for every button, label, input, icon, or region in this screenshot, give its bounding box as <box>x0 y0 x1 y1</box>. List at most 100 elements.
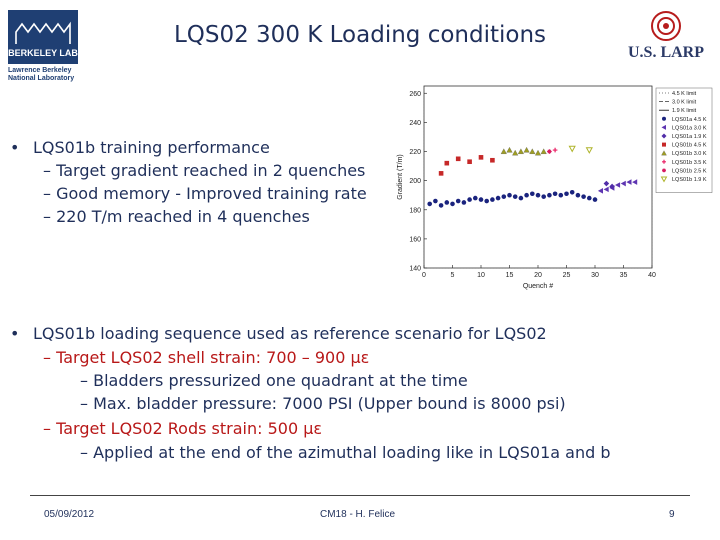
data-point <box>615 182 621 188</box>
data-point <box>438 203 444 208</box>
logo-left-subtitle: Lawrence Berkeley National Laboratory <box>8 67 98 83</box>
data-point <box>517 148 524 154</box>
legend-label: LQS01a 4.5 K <box>672 117 707 123</box>
data-point <box>444 200 450 205</box>
bullet-1-1: – Target gradient reached in 2 quenches <box>43 161 366 180</box>
data-point <box>495 195 501 201</box>
legend-label: LQS01a 3.0 K <box>672 125 707 131</box>
data-point <box>569 189 575 195</box>
data-point <box>597 188 603 194</box>
legend-label: LQS01b 3.0 K <box>672 151 707 157</box>
data-point <box>529 148 536 154</box>
data-point <box>507 192 512 198</box>
logo-left-sub2: National Laboratory <box>8 75 75 82</box>
bullet-1-2: – Good memory - Improved training rate <box>43 184 367 203</box>
data-point <box>620 180 626 187</box>
plot-frame <box>423 85 653 269</box>
chart-points <box>427 145 638 208</box>
logo-left-sub1: Lawrence Berkeley <box>8 67 72 74</box>
data-point <box>552 147 558 153</box>
data-point <box>558 192 564 198</box>
data-point <box>478 155 484 160</box>
data-point <box>523 146 530 153</box>
x-tick-label: 30 <box>591 272 599 279</box>
data-point <box>609 183 615 190</box>
bullet-2-1-2: – Max. bladder pressure: 7000 PSI (Upper… <box>80 394 566 413</box>
data-point <box>592 197 598 202</box>
data-point <box>564 191 569 197</box>
data-point <box>535 192 541 198</box>
data-point <box>524 192 529 198</box>
data-point <box>603 186 609 193</box>
data-point <box>461 200 467 205</box>
data-point <box>478 197 484 202</box>
bullet-2-2-1: – Applied at the end of the azimuthal lo… <box>80 443 611 462</box>
chart-axes: 0 5 10 15 20 25 30 35 40 140 160 180 200 220 240 260 Que… <box>397 85 656 290</box>
legend-marker <box>661 124 666 130</box>
bullet-1: LQS01b training performance <box>33 138 270 157</box>
legend-marker <box>662 159 666 164</box>
legend-marker <box>661 150 667 156</box>
data-point <box>467 197 472 202</box>
x-tick-label: 40 <box>648 272 656 279</box>
data-point <box>473 195 478 201</box>
legend-label: LQS01b 3.5 K <box>672 160 707 166</box>
legend-box <box>655 87 713 193</box>
x-tick-label: 20 <box>534 272 542 279</box>
data-point <box>585 147 593 154</box>
legend-label: LQS01a 1.9 K <box>672 134 707 140</box>
data-point <box>547 192 552 198</box>
legend-label: 4.5 K limit <box>672 91 697 97</box>
legend-label: LQS01b 4.5 K <box>672 143 707 149</box>
footer-rule <box>30 495 690 496</box>
data-point <box>450 201 455 207</box>
bullet-2-1-1: – Bladders pressurized one quadrant at t… <box>80 371 468 390</box>
x-tick-label: 10 <box>477 272 485 279</box>
data-point <box>534 149 542 156</box>
berkeley-lab-building-icon <box>15 21 71 44</box>
data-point <box>444 160 450 166</box>
bullet-2-dot: • <box>10 324 20 343</box>
x-tick-label: 25 <box>563 272 571 279</box>
y-tick-label: 200 <box>409 178 421 185</box>
data-point <box>500 148 507 154</box>
us-larp-emblem-icon <box>651 11 681 41</box>
data-point <box>512 149 519 156</box>
bullet-2: LQS01b loading sequence used as referenc… <box>33 324 547 343</box>
y-tick-label: 260 <box>409 91 421 98</box>
data-point <box>427 201 432 207</box>
legend-marker <box>662 168 666 173</box>
data-point <box>540 148 547 154</box>
data-point <box>467 159 472 165</box>
data-point <box>552 191 558 197</box>
data-point <box>626 179 632 185</box>
berkeley-lab-logo <box>8 10 78 64</box>
data-point <box>501 194 507 199</box>
y-tick-label: 160 <box>409 236 421 243</box>
data-point <box>603 180 610 187</box>
bullet-2-2: – Target LQS02 Rods strain: 500 με <box>43 419 323 438</box>
data-point <box>575 192 581 198</box>
bullet-1-dot: • <box>10 138 20 157</box>
x-tick-label: 5 <box>451 272 455 279</box>
data-point <box>455 156 461 162</box>
y-tick-label: 240 <box>409 120 421 127</box>
data-point <box>506 146 513 153</box>
footer-page-number: 9 <box>669 509 675 520</box>
data-point <box>568 145 576 153</box>
bullet-2-1: – Target LQS02 shell strain: 700 – 900 μ… <box>43 348 370 367</box>
footer-center: CM18 - H. Felice <box>320 509 396 520</box>
legend-marker <box>660 176 668 183</box>
footer-date: 05/09/2012 <box>44 509 95 520</box>
data-point <box>587 195 592 201</box>
y-tick-label: 220 <box>409 149 421 156</box>
data-point <box>581 194 586 199</box>
training-chart: 0 5 10 15 20 25 30 35 40 140 160 180 200 220 240 260 Que… <box>397 85 713 290</box>
legend-marker <box>662 116 666 121</box>
data-point <box>438 171 444 176</box>
data-point <box>490 197 495 202</box>
legend-label: LQS01b 2.5 K <box>672 168 707 174</box>
legend-label: LQS01b 1.9 K <box>672 177 707 183</box>
legend-label: 1.9 K limit <box>672 108 697 114</box>
x-axis-label: Quench # <box>523 283 553 290</box>
